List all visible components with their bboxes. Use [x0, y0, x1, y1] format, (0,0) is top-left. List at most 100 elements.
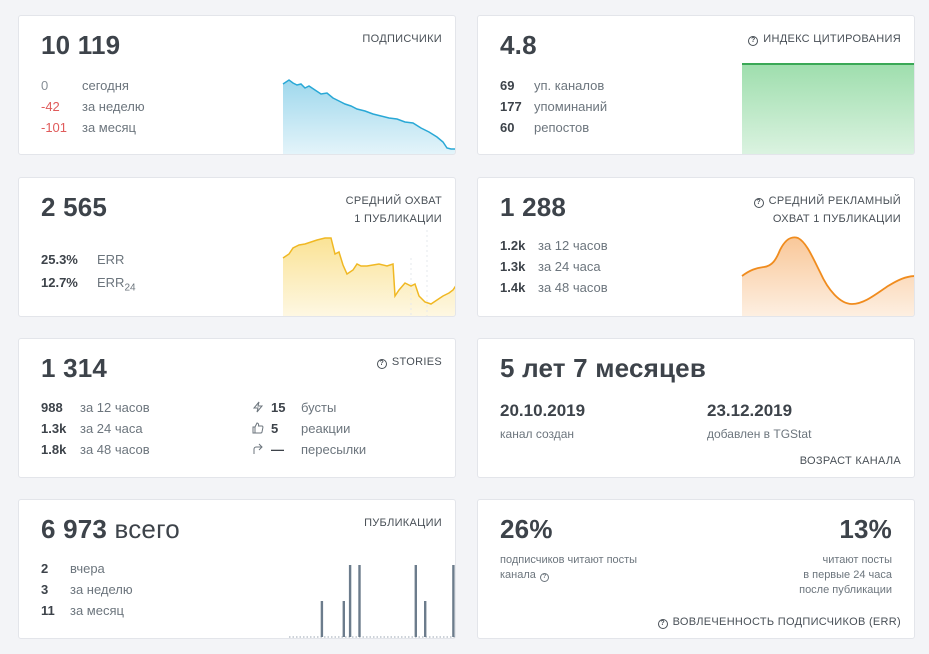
posts-yesterday-value: 2 — [41, 561, 49, 576]
subscribers-area — [283, 80, 455, 154]
engagement-right-label-line3: после публикации — [799, 584, 892, 596]
citation-index-value: 4.8 — [500, 30, 537, 60]
subscribers-stats: 0 сегодня -42 за неделю -101 за месяц — [41, 75, 145, 138]
subscribers-card[interactable]: 10 119 ПОДПИСЧИКИ 0 сегодня -42 за неделю … — [18, 15, 456, 155]
forwards-label: пересылки — [301, 442, 367, 457]
posts-month-label: за месяц — [70, 603, 124, 618]
subscribers-sparkline[interactable] — [281, 76, 456, 155]
ad-reach-48h-label: за 48 часов — [538, 280, 608, 295]
ad-reach-area — [742, 237, 914, 316]
stories-24h-value: 1.3k — [41, 421, 67, 436]
ad-reach-title-line1: СРЕДНИЙ РЕКЛАМНЫЙ — [768, 195, 901, 207]
reach-line — [282, 237, 455, 305]
created-label: канал создан — [500, 427, 575, 441]
stories-24h-label: за 24 часа — [80, 421, 143, 436]
help-icon[interactable]: ? — [657, 619, 668, 629]
reach-chart[interactable] — [281, 228, 456, 317]
posts-month-value: 11 — [41, 603, 55, 618]
boosts-value: 15 — [271, 400, 286, 415]
posts-bar — [424, 601, 427, 637]
reactions-value: 5 — [271, 421, 279, 436]
ad-reach-chart[interactable] — [740, 232, 915, 317]
engagement-card[interactable]: 26% 13% подписчиков читают посты канала?… — [477, 499, 915, 639]
mentions-value: 177 — [500, 99, 522, 114]
citation-title: ? ИНДЕКС ЦИТИРОВАНИЯ — [748, 30, 901, 48]
reposts-label: репостов — [534, 120, 590, 135]
engagement-left-label-line2: канала — [500, 569, 536, 581]
engagement-left-label: подписчиков читают посты канала? — [500, 553, 637, 583]
added-block: 23.12.2019 добавлен в TGStat — [707, 401, 811, 441]
reposts-value: 60 — [500, 120, 515, 135]
boosts-label: бусты — [301, 400, 337, 415]
created-date: 20.10.2019 — [500, 401, 586, 420]
citation-title-text: ИНДЕКС ЦИТИРОВАНИЯ — [763, 33, 901, 45]
err24-label: ERR24 — [97, 275, 136, 294]
ad-reach-24h-label: за 24 часа — [538, 259, 601, 274]
posts-card[interactable]: 6 973 всего ПУБЛИКАЦИИ 2 вчера 3 за неделю… — [18, 499, 456, 639]
subscribers-count: 10 119 — [41, 30, 121, 60]
ad-reach-title: ? СРЕДНИЙ РЕКЛАМНЫЙ ОХВАТ 1 ПУБЛИКАЦИИ — [753, 192, 901, 228]
ad-reach-line — [741, 236, 914, 305]
reach-area — [283, 238, 455, 316]
subscribers-week-label: за неделю — [82, 99, 145, 114]
ad-reach-48h-value: 1.4k — [500, 280, 526, 295]
stories-card[interactable]: 1 314 ? STORIES 988 за 12 часов 1.3k за 24 … — [18, 338, 456, 478]
ad-reach-card[interactable]: 1 288 ? СРЕДНИЙ РЕКЛАМНЫЙ ОХВАТ 1 ПУБЛИКАЦ… — [477, 177, 915, 317]
posts-bar — [358, 565, 361, 637]
stories-title: ? STORIES — [376, 353, 442, 371]
average-reach-value: 2 565 — [41, 192, 108, 222]
subscribers-week-value: -42 — [41, 99, 60, 114]
engagement-title: ? ВОВЛЕЧЕННОСТЬ ПОДПИСЧИКОВ (ERR) — [657, 613, 901, 631]
stories-12h-value: 988 — [41, 400, 63, 415]
posts-bar — [348, 565, 352, 637]
posts-bar-chart[interactable] — [289, 556, 455, 639]
stories-48h-label: за 48 часов — [80, 442, 150, 457]
created-block: 20.10.2019 канал создан — [500, 401, 585, 441]
subscribers-month-label: за месяц — [82, 120, 136, 135]
subscribers-today-value: 0 — [41, 78, 49, 93]
stories-48h-value: 1.8k — [41, 442, 67, 457]
engagement-right-value: 13% — [839, 514, 892, 544]
engagement-right-label-line2: в первые 24 часа — [803, 569, 892, 581]
share-arrow-icon — [253, 443, 263, 454]
reach-grid — [410, 230, 428, 316]
engagement-left-value: 26% — [500, 514, 553, 544]
citation-stats: 69 уп. каналов 177 упоминаний 60 репостов — [500, 75, 607, 138]
citation-area — [742, 64, 914, 154]
citation-chart[interactable] — [740, 62, 915, 155]
posts-week-value: 3 — [41, 582, 49, 597]
posts-yesterday-label: вчера — [70, 561, 105, 576]
stories-value: 1 314 — [41, 353, 108, 383]
help-icon[interactable]: ? — [753, 198, 764, 208]
reach-err-stats: 25.3% ERR 12.7% ERR24 — [41, 248, 136, 300]
subscribers-month-value: -101 — [41, 120, 68, 135]
reach-title: СРЕДНИЙ ОХВАТ 1 ПУБЛИКАЦИИ — [346, 192, 442, 228]
reach-card[interactable]: 2 565 СРЕДНИЙ ОХВАТ 1 ПУБЛИКАЦИИ 25.3% ERR… — [18, 177, 456, 317]
ad-reach-12h-value: 1.2k — [500, 238, 526, 253]
reach-title-line2: 1 ПУБЛИКАЦИИ — [354, 213, 442, 225]
posts-bar — [452, 565, 455, 637]
channel-age-card[interactable]: 5 лет 7 месяцев 20.10.2019 канал создан … — [477, 338, 915, 478]
err24-value: 12.7% — [41, 275, 78, 290]
mentions-label: упоминаний — [534, 99, 608, 114]
posts-bar — [342, 601, 345, 637]
reach-title-line1: СРЕДНИЙ ОХВАТ — [345, 195, 442, 207]
err-value: 25.3% — [41, 252, 78, 267]
engagement-right-label-line1: читают посты — [822, 554, 892, 566]
channel-age-title: ВОЗРАСТ КАНАЛА — [799, 455, 901, 467]
stories-title-text: STORIES — [391, 356, 442, 368]
err-label: ERR — [97, 252, 125, 267]
stories-views: 988 за 12 часов 1.3k за 24 часа 1.8k за 48 … — [41, 397, 150, 460]
stories-engagement: 15 бусты 5 реакции — пересылки — [252, 397, 366, 460]
help-icon[interactable]: ? — [376, 359, 387, 369]
subscribers-title: ПОДПИСЧИКИ — [362, 33, 442, 45]
channel-age-value: 5 лет 7 месяцев — [500, 353, 707, 383]
posts-week-label: за неделю — [70, 582, 133, 597]
help-icon[interactable]: ? — [539, 573, 549, 582]
engagement-left-label-line1: подписчиков читают посты — [500, 554, 638, 566]
citation-card[interactable]: 4.8 ? ИНДЕКС ЦИТИРОВАНИЯ 69 уп. каналов 17… — [477, 15, 915, 155]
posts-title: ПУБЛИКАЦИИ — [364, 517, 442, 529]
help-icon[interactable]: ? — [748, 36, 759, 46]
ad-reach-title-line2: ОХВАТ 1 ПУБЛИКАЦИИ — [772, 213, 901, 225]
ad-reach-24h-value: 1.3k — [500, 259, 526, 274]
